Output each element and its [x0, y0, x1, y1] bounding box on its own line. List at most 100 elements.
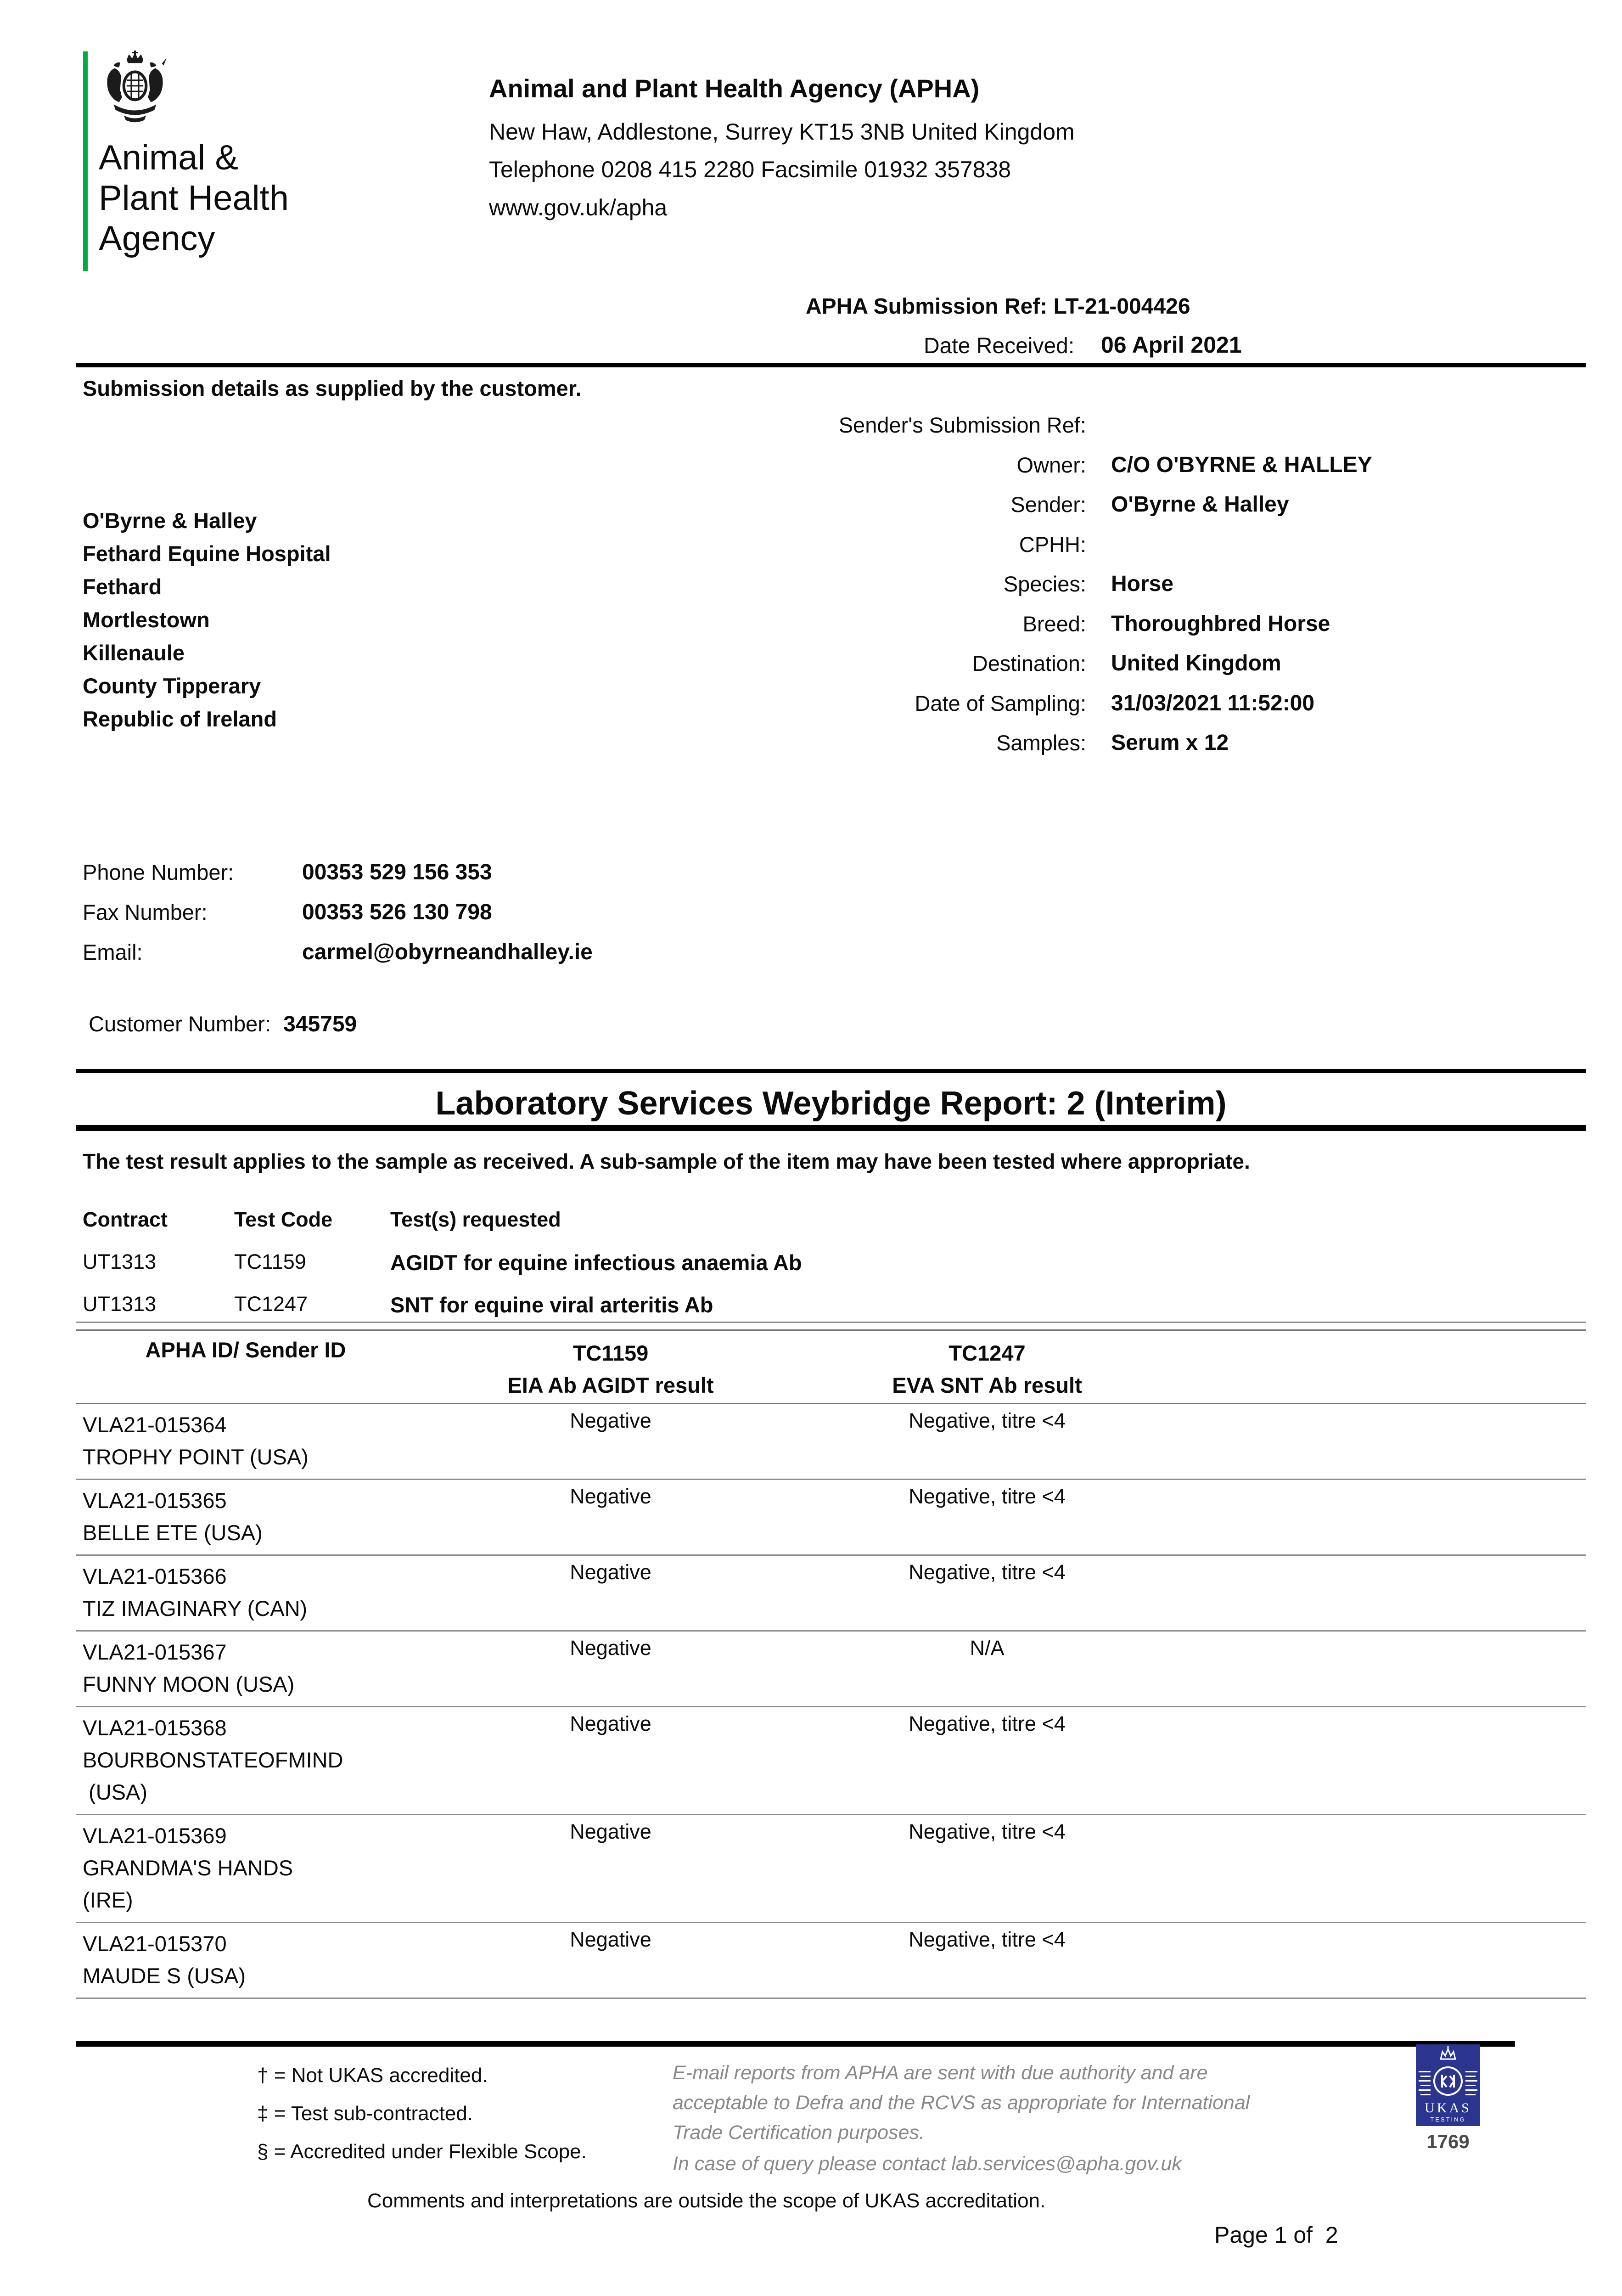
- submission-field-value: 31/03/2021 11:52:00: [1111, 691, 1315, 715]
- submission-field-label: Owner:: [1016, 452, 1087, 477]
- submission-field-label: Destination:: [972, 651, 1086, 675]
- submission-field-row: Destination: United Kingdom: [735, 651, 1588, 691]
- animal-name-value: BELLE ETE (USA): [83, 1520, 263, 1545]
- tests-requested-table: Contract Test Code Test(s) requested UT1…: [83, 1208, 1506, 1334]
- test-code-value: TC1159: [234, 1250, 306, 1273]
- phone-value: 00353 529 156 353: [302, 860, 492, 884]
- fax-label: Fax Number:: [83, 900, 208, 924]
- tc1159-header: TC1159 EIA Ab AGIDT result: [374, 1337, 847, 1401]
- apha-id-value: VLA21-015369: [83, 1823, 227, 1848]
- tests-row: UT1313 TC1159 AGIDT for equine infectious …: [83, 1250, 1506, 1292]
- submission-ref-label: APHA Submission Ref:: [806, 294, 1048, 319]
- result-row: VLA21-015367 FUNNY MOON (USA) Negative N/A: [76, 1632, 1586, 1707]
- submission-field-label: CPHH:: [1019, 532, 1086, 557]
- customer-number-label: Customer Number:: [89, 1012, 271, 1036]
- divider-title-top: [76, 1069, 1586, 1073]
- submission-field-value: C/O O'BYRNE & HALLEY: [1111, 452, 1372, 477]
- query-contact-notice: In case of query please contact lab.serv…: [673, 2153, 1182, 2175]
- result-row: VLA21-015366 TIZ IMAGINARY (CAN) Negative N…: [76, 1556, 1586, 1632]
- animal-name-value: MAUDE S (USA): [83, 1964, 246, 1988]
- ukas-number: 1769: [1426, 2131, 1470, 2152]
- phone-row: Phone Number: 00353 529 156 353: [83, 860, 593, 900]
- contract-value: UT1313: [83, 1250, 157, 1273]
- govuk-green-bar: [83, 51, 88, 271]
- apha-id-value: VLA21-015370: [83, 1931, 227, 1956]
- submission-ref-line: APHA Submission Ref: LT-21-004426: [806, 294, 1190, 319]
- eia-result-value: Negative: [570, 1560, 651, 1584]
- accreditation-notes: † = Not UKAS accredited. ‡ = Test sub-con…: [257, 2056, 587, 2171]
- eva-result-value: Negative, titre <4: [909, 1409, 1066, 1432]
- submission-field-label: Sender:: [1010, 492, 1086, 517]
- submission-details-heading: Submission details as supplied by the cu…: [83, 376, 582, 400]
- eia-result-value: Negative: [570, 1409, 651, 1432]
- apha-id-value: VLA21-015367: [83, 1640, 227, 1664]
- tc1159-desc: EIA Ab AGIDT result: [507, 1373, 714, 1397]
- animal-name-value: BOURBONSTATEOFMIND (USA): [83, 1748, 343, 1804]
- result-row: VLA21-015368 BOURBONSTATEOFMIND (USA) Nega…: [76, 1707, 1586, 1815]
- logo-line-2: Plant Health: [99, 179, 289, 218]
- date-received-value: 06 April 2021: [1101, 332, 1242, 358]
- customer-address-block: O'Byrne & Halley Fethard Equine Hospital F…: [83, 504, 331, 736]
- results-rows: VLA21-015364 TROPHY POINT (USA) Negative Ne…: [76, 1404, 1586, 1999]
- customer-number-value: 345759: [283, 1012, 357, 1036]
- eia-result-value: Negative: [570, 1636, 651, 1660]
- agency-title: Animal and Plant Health Agency (APHA): [489, 74, 980, 103]
- tests-rows: UT1313 TC1159 AGIDT for equine infectious …: [83, 1250, 1506, 1334]
- result-row: VLA21-015365 BELLE ETE (USA) Negative Negat…: [76, 1480, 1586, 1556]
- submission-fields: Sender's Submission Ref: Owner: C/O O'BYRN…: [735, 412, 1588, 770]
- customer-number-row: Customer Number: 345759: [89, 1011, 357, 1037]
- submission-field-row: Sender: O'Byrne & Halley: [735, 492, 1588, 532]
- fax-row: Fax Number: 00353 526 130 798: [83, 900, 593, 940]
- email-label: Email:: [83, 940, 143, 964]
- tc1159-code: TC1159: [572, 1341, 649, 1365]
- eia-result-value: Negative: [570, 1485, 651, 1508]
- submission-field-value: Thoroughbred Horse: [1111, 611, 1330, 636]
- eia-result-value: Negative: [570, 1928, 651, 1951]
- tests-divider: [76, 1322, 1586, 1323]
- submission-field-label: Sender's Submission Ref:: [838, 413, 1086, 437]
- eia-result-value: Negative: [570, 1712, 651, 1735]
- customer-address-line: O'Byrne & Halley: [83, 508, 257, 533]
- customer-address-line: Republic of Ireland: [83, 707, 277, 731]
- submission-field-row: Species: Horse: [735, 571, 1588, 611]
- eva-result-value: Negative, titre <4: [909, 1485, 1066, 1508]
- contract-header: Contract: [83, 1208, 168, 1231]
- result-row: VLA21-015364 TROPHY POINT (USA) Negative Ne…: [76, 1404, 1586, 1480]
- eva-result-value: N/A: [970, 1636, 1005, 1660]
- email-authority-notice: E-mail reports from APHA are sent with d…: [673, 2062, 1250, 2144]
- divider-title-bottom: [76, 1125, 1586, 1131]
- submission-field-row: Date of Sampling: 31/03/2021 11:52:00: [735, 691, 1588, 731]
- submission-field-value: United Kingdom: [1111, 651, 1281, 675]
- eva-result-value: Negative, titre <4: [909, 1560, 1066, 1584]
- apha-id-value: VLA21-015366: [83, 1564, 227, 1588]
- submission-field-label: Samples:: [996, 731, 1086, 755]
- logo-line-3: Agency: [99, 219, 215, 258]
- eia-result-value: Negative: [570, 1820, 651, 1843]
- tests-header-row: Contract Test Code Test(s) requested: [83, 1208, 1506, 1250]
- submission-field-label: Species:: [1003, 572, 1086, 596]
- fax-value: 00353 526 130 798: [302, 900, 492, 924]
- submission-field-value: Horse: [1111, 572, 1174, 596]
- animal-name-value: FUNNY MOON (USA): [83, 1672, 295, 1696]
- submission-field-value: Serum x 12: [1111, 731, 1229, 755]
- accreditation-note: ‡ = Test sub-contracted.: [257, 2102, 473, 2125]
- ukas-sublabel: TESTING: [1430, 2116, 1465, 2123]
- result-row: VLA21-015369 GRANDMA'S HANDS (IRE) Negativ…: [76, 1815, 1586, 1923]
- agency-address: New Haw, Addlestone, Surrey KT15 3NB Uni…: [489, 119, 1075, 145]
- animal-name-value: TROPHY POINT (USA): [83, 1445, 309, 1469]
- submission-field-row: Owner: C/O O'BYRNE & HALLEY: [735, 452, 1588, 492]
- test-code-header: Test Code: [234, 1208, 333, 1231]
- results-header-row: APHA ID/ Sender ID TC1159 EIA Ab AGIDT r…: [76, 1329, 1586, 1404]
- email-row: Email: carmel@obyrneandhalley.ie: [83, 940, 593, 979]
- contract-value: UT1313: [83, 1292, 157, 1316]
- page-number: Page 1 of 2: [1214, 2222, 1338, 2248]
- submission-field-row: Breed: Thoroughbred Horse: [735, 611, 1588, 651]
- apha-id-header: APHA ID/ Sender ID: [145, 1338, 346, 1362]
- result-row: VLA21-015370 MAUDE S (USA) Negative Negativ…: [76, 1923, 1586, 1999]
- animal-name-value: GRANDMA'S HANDS (IRE): [83, 1856, 293, 1912]
- customer-address-line: Killenaule: [83, 641, 185, 665]
- royal-crest-icon: [107, 51, 167, 123]
- report-title: Laboratory Services Weybridge Report: 2 …: [435, 1085, 1227, 1122]
- test-name-value: AGIDT for equine infectious anaemia Ab: [390, 1250, 802, 1275]
